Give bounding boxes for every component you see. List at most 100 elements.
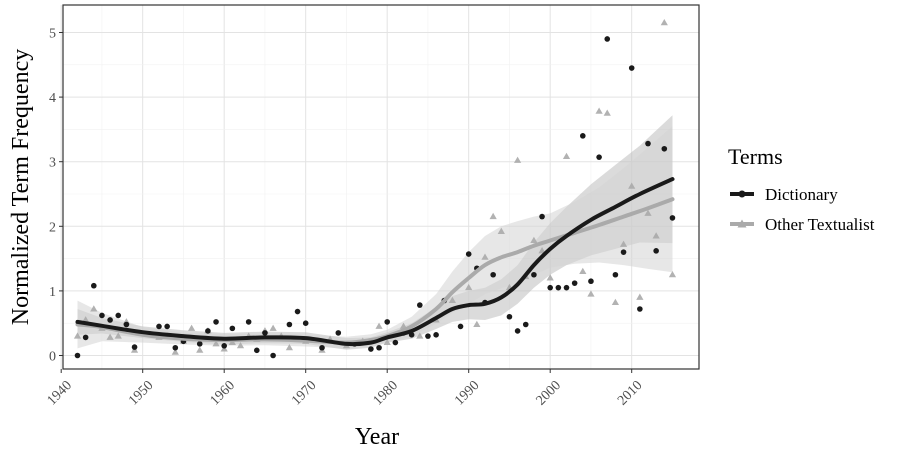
dictionary-point xyxy=(270,352,276,359)
dictionary-point xyxy=(91,282,97,289)
dictionary-point xyxy=(115,312,122,319)
other-textualist-point xyxy=(497,227,505,234)
trend-lines xyxy=(75,177,675,347)
other-textualist-point xyxy=(644,209,652,216)
dictionary-point xyxy=(99,312,105,319)
other-textualist-point xyxy=(562,152,571,160)
x-tick-label: 1990 xyxy=(452,378,482,408)
other-textualist-point xyxy=(212,340,220,347)
other-textualist-point xyxy=(668,270,677,278)
dictionary-point xyxy=(490,271,496,278)
dictionary-point xyxy=(425,333,431,339)
dictionary-point xyxy=(172,344,179,351)
dictionary-point xyxy=(417,302,423,308)
dictionary-point xyxy=(376,344,382,351)
other-textualist-point xyxy=(465,283,473,291)
dictionary-point xyxy=(335,330,342,336)
dictionary-point xyxy=(433,332,439,338)
dictionary-point xyxy=(131,344,138,350)
legend-item-dictionary-label: Dictionary xyxy=(765,185,838,204)
dictionary-point xyxy=(539,213,545,220)
dictionary-point xyxy=(628,65,635,71)
other-textualist-point xyxy=(611,298,620,305)
other-textualist-point xyxy=(538,247,546,254)
dictionary-point xyxy=(164,323,170,330)
other-textualist-point xyxy=(448,296,457,304)
dictionary-point xyxy=(612,271,619,278)
other-textualist-point xyxy=(171,348,179,355)
legend-item-other-textualist-label: Other Textualist xyxy=(765,215,875,234)
dictionary-point xyxy=(205,328,211,334)
dictionary-point xyxy=(588,278,594,285)
other-textualist-point xyxy=(595,107,603,114)
dictionary-point xyxy=(213,319,219,325)
other-textualist-point xyxy=(481,253,489,260)
dictionary-point xyxy=(74,352,81,359)
dictionary-point xyxy=(229,325,236,332)
other-textualist-point xyxy=(579,267,587,274)
dictionary-point xyxy=(620,249,627,255)
dictionary-point xyxy=(286,321,293,328)
dictionary-point xyxy=(653,248,659,254)
other-textualist-point xyxy=(473,320,481,327)
other-textualist-point xyxy=(628,182,636,189)
dictionary-point xyxy=(637,306,643,312)
dictionary-point xyxy=(302,320,309,327)
dictionary-point xyxy=(506,313,513,320)
dictionary-point xyxy=(245,319,252,325)
dictionary-point xyxy=(563,284,570,291)
legend-item-other-textualist-key-marker xyxy=(737,219,747,228)
dictionary-point xyxy=(123,321,130,328)
other-textualist-point xyxy=(90,305,98,312)
y-tick-label: 3 xyxy=(49,156,56,171)
dictionary-point xyxy=(156,323,162,330)
y-tick-label: 2 xyxy=(49,220,56,235)
dictionary-point xyxy=(645,140,651,147)
legend: Terms Dictionary Other Textualist xyxy=(728,144,875,234)
other-textualist-point xyxy=(375,322,383,329)
other-textualist-point xyxy=(546,274,554,281)
other-textualist-point xyxy=(73,332,82,339)
other-textualist-point xyxy=(660,19,668,26)
other-textualist-confidence-band xyxy=(77,126,673,349)
other-textualist-point xyxy=(636,293,644,300)
dictionary-point xyxy=(580,133,586,139)
dictionary-point xyxy=(196,341,203,347)
x-tick-label: 1940 xyxy=(45,378,75,408)
other-textualist-point xyxy=(619,240,628,247)
other-textualist-point xyxy=(399,322,408,329)
dictionary-point xyxy=(82,334,89,341)
dictionary-point xyxy=(604,36,611,42)
dictionary-point xyxy=(262,330,268,336)
dictionary-point xyxy=(457,323,464,330)
dictionary-point xyxy=(522,321,529,328)
x-axis-title: Year xyxy=(355,424,399,449)
other-textualist-point xyxy=(587,290,595,297)
legend-title: Terms xyxy=(728,144,783,169)
other-textualist-point xyxy=(285,343,294,351)
dictionary-point xyxy=(368,346,374,352)
other-textualist-point xyxy=(383,338,391,346)
x-tick-label: 1980 xyxy=(371,378,401,408)
other-textualist-point xyxy=(513,156,522,163)
other-textualist-point xyxy=(82,316,90,323)
other-textualist-point xyxy=(416,332,424,339)
x-tick-label: 2010 xyxy=(615,378,645,408)
y-tick-label: 5 xyxy=(49,27,56,42)
dictionary-point xyxy=(661,145,668,152)
other-textualist-point xyxy=(489,212,497,220)
dictionary-point xyxy=(596,154,602,160)
legend-item-dictionary-key-marker xyxy=(738,190,746,198)
dictionary-point xyxy=(221,343,227,349)
confidence-bands xyxy=(77,115,673,350)
other-textualist-point xyxy=(652,232,660,239)
y-tick-label: 0 xyxy=(49,350,56,365)
other-textualist-point xyxy=(187,324,196,331)
dictionary-point xyxy=(531,271,537,278)
dictionary-point xyxy=(253,347,260,354)
y-axis-title: Normalized Term Frequency xyxy=(8,49,34,325)
other-textualist-point xyxy=(114,332,122,339)
dictionary-point xyxy=(465,251,472,257)
other-textualist-point xyxy=(269,324,277,331)
other-textualist-point xyxy=(106,333,114,340)
